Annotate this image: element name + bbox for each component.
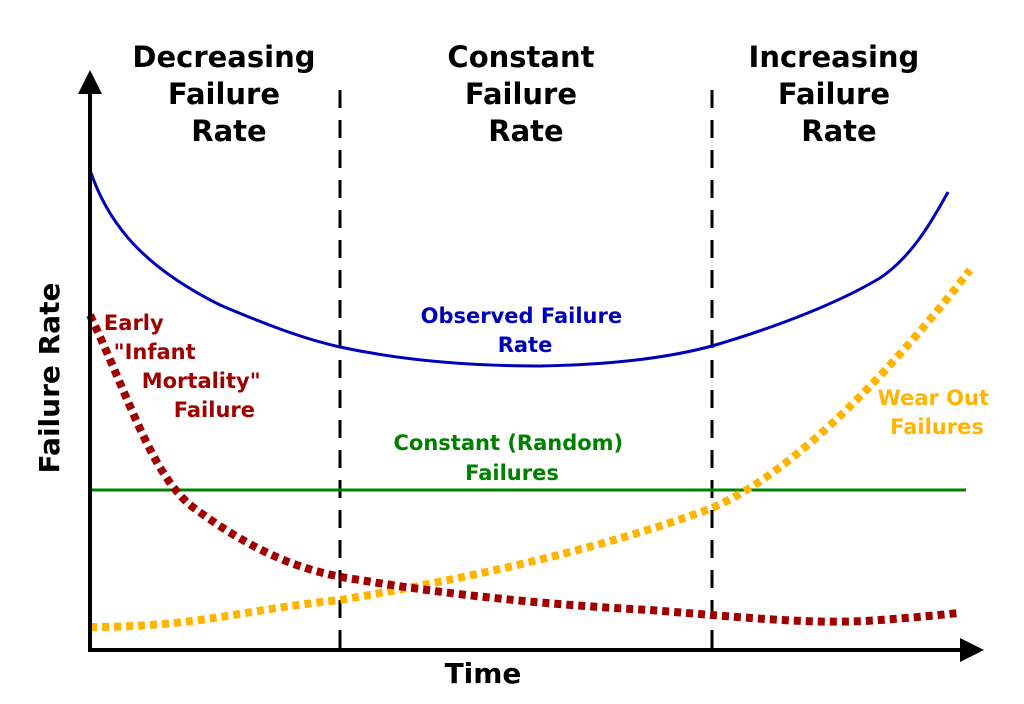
region-title-constant: Constant Failure Rate: [447, 40, 604, 148]
random-failures-label: Constant (Random) Failures: [394, 431, 631, 485]
wearout-failures-curve: [89, 267, 974, 631]
x-axis-label: Time: [445, 657, 522, 690]
region-title-decreasing: Decreasing Failure Rate: [132, 40, 325, 148]
wearout-failures-label: Wear Out Failures: [878, 386, 997, 439]
region-title-increasing: Increasing Failure Rate: [749, 40, 930, 148]
observed-failure-label: Observed Failure Rate: [421, 304, 630, 357]
infant-mortality-label: Early "Infant Mortality" Failure: [104, 311, 268, 422]
y-axis-label: Failure Rate: [33, 283, 66, 474]
observed-failure-curve: [88, 169, 950, 368]
